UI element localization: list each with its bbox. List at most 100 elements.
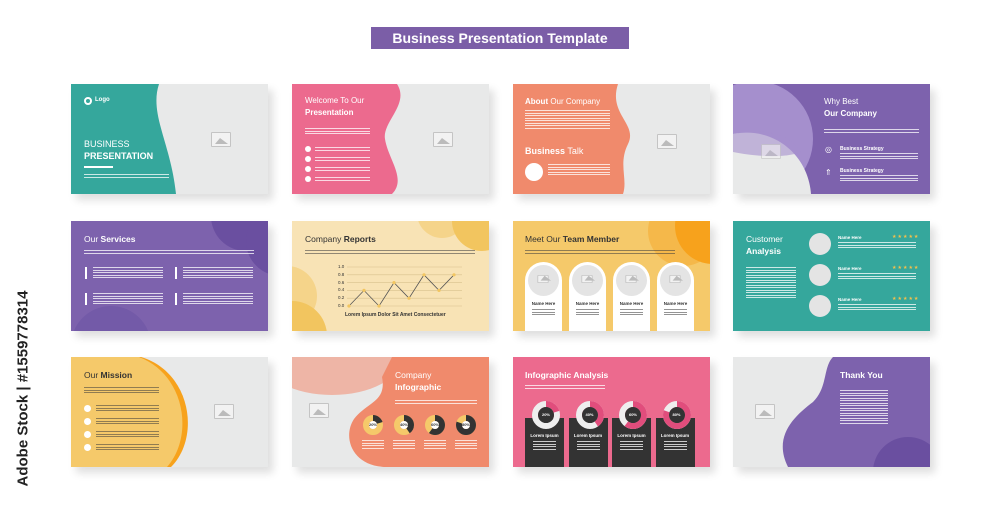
watermark-side-text: Adobe Stock | #1559778314 bbox=[14, 290, 32, 487]
series-line bbox=[348, 274, 455, 307]
body-text bbox=[548, 164, 610, 177]
why-title-1: Why Best bbox=[824, 97, 859, 106]
slide-cover[interactable]: Logo BUSINESS PRESENTATION bbox=[71, 84, 268, 194]
member-name: Name Here bbox=[663, 301, 688, 306]
slide-services[interactable]: Our Services bbox=[71, 221, 268, 331]
cover-title-1: BUSINESS bbox=[84, 139, 130, 149]
check-icon bbox=[84, 405, 91, 412]
y-tick-label: 0.2 bbox=[338, 295, 345, 301]
slide-team[interactable]: Meet Our Team Member Name Here Name Here N… bbox=[513, 221, 710, 331]
infographic-title-1: Company bbox=[395, 370, 432, 380]
customer-title-2: Analysis bbox=[746, 246, 781, 256]
customer-row: Name Here ★★★★★ bbox=[809, 233, 924, 257]
card-heading: Lorem Ipsum bbox=[530, 433, 559, 438]
team-member-card[interactable]: Name Here bbox=[525, 262, 562, 331]
analysis-title: Infographic Analysis bbox=[525, 370, 609, 380]
bullet-icon bbox=[305, 156, 311, 162]
body-text bbox=[525, 250, 675, 255]
image-placeholder-icon bbox=[309, 403, 329, 418]
donut-chart bbox=[662, 401, 691, 429]
card-heading: Lorem Ipsum bbox=[617, 433, 646, 438]
data-point bbox=[377, 304, 381, 308]
logo-icon bbox=[84, 97, 92, 105]
customer-name: Name Here bbox=[838, 297, 862, 302]
body-text bbox=[525, 110, 610, 130]
body-text bbox=[305, 128, 370, 136]
donut-chart bbox=[619, 401, 647, 429]
donut-segment bbox=[456, 415, 476, 435]
slide-analysis[interactable]: Infographic Analysis Lorem Ipsum 20% Lorem… bbox=[513, 357, 710, 467]
rocket-icon: ⇑ bbox=[825, 168, 832, 177]
member-name: Name Here bbox=[531, 301, 556, 306]
donut-label: 40% bbox=[585, 412, 594, 417]
slide-mission[interactable]: Our Mission bbox=[71, 357, 268, 467]
body-text bbox=[305, 250, 475, 255]
body-text bbox=[395, 400, 477, 405]
edit-icon bbox=[525, 163, 543, 181]
y-tick-label: 0.6 bbox=[338, 279, 345, 285]
team-member-card[interactable]: Name Here bbox=[657, 262, 694, 331]
card-heading: Lorem Ipsum bbox=[660, 433, 690, 438]
body-text bbox=[525, 385, 605, 390]
data-point bbox=[452, 273, 456, 277]
y-tick-label: 0.0 bbox=[338, 303, 345, 308]
customer-row: Name Here ★★★★★ bbox=[809, 264, 924, 288]
member-name: Name Here bbox=[619, 301, 644, 306]
donut-segment bbox=[425, 415, 445, 435]
business-talk-title: Business Talk bbox=[525, 146, 584, 156]
item-title: Business Strategy bbox=[840, 168, 884, 174]
image-placeholder-icon bbox=[214, 404, 234, 419]
donut-label: 40% bbox=[399, 422, 408, 427]
body-text bbox=[84, 174, 169, 179]
body-text bbox=[840, 390, 888, 425]
body-text bbox=[746, 267, 796, 300]
donut-label: 60% bbox=[430, 422, 439, 427]
slide-welcome[interactable]: Welcome To Our Presentation bbox=[292, 84, 489, 194]
donut-segment bbox=[662, 401, 691, 429]
customer-name: Name Here bbox=[838, 266, 862, 271]
item-title: Business Strategy bbox=[840, 146, 884, 152]
donut-chart bbox=[532, 401, 560, 429]
line-chart bbox=[347, 266, 462, 308]
member-name: Name Here bbox=[575, 301, 600, 306]
team-title: Meet Our Team Member bbox=[525, 234, 620, 244]
avatar bbox=[809, 295, 831, 317]
slide-reports[interactable]: Company Reports 1.0 0.8 0.6 0.4 0.2 0.0 Lorem… bbox=[292, 221, 489, 331]
data-point bbox=[437, 288, 441, 292]
slide-about[interactable]: About Our Company Business Talk bbox=[513, 84, 710, 194]
data-point bbox=[362, 288, 366, 292]
logo-text: Logo bbox=[95, 97, 110, 103]
slide-thanks[interactable]: Thank You bbox=[733, 357, 930, 467]
page-title: Business Presentation Template bbox=[371, 27, 629, 49]
y-tick-label: 0.4 bbox=[338, 287, 345, 293]
y-tick-label: 0.8 bbox=[338, 271, 345, 277]
donut-label: 20% bbox=[368, 422, 377, 427]
team-member-card[interactable]: Name Here bbox=[613, 262, 650, 331]
body-text bbox=[84, 387, 159, 395]
body-text bbox=[824, 129, 919, 134]
divider bbox=[84, 166, 113, 168]
card-heading: Lorem Ipsum bbox=[573, 433, 603, 438]
image-placeholder-icon bbox=[669, 275, 683, 283]
slide-why[interactable]: Why Best Our Company ◎ Business Strategy… bbox=[733, 84, 930, 194]
customer-name: Name Here bbox=[838, 235, 862, 240]
mission-title: Our Mission bbox=[84, 370, 133, 380]
team-member-card[interactable]: Name Here bbox=[569, 262, 606, 331]
customer-title-1: Customer bbox=[746, 234, 783, 244]
data-point bbox=[407, 296, 411, 300]
slide-customer[interactable]: Customer Analysis Name Here ★★★★★ Name Her… bbox=[733, 221, 930, 331]
body-text bbox=[84, 250, 254, 255]
donut-segment bbox=[619, 401, 647, 429]
reports-title: Company Reports bbox=[305, 234, 376, 244]
bullet-icon bbox=[305, 166, 311, 172]
image-placeholder-icon bbox=[211, 132, 231, 147]
check-icon bbox=[84, 418, 91, 425]
donut-segment bbox=[363, 415, 383, 435]
donut-segment bbox=[575, 401, 604, 429]
image-placeholder-icon bbox=[755, 404, 775, 419]
donut-chart bbox=[363, 415, 383, 435]
donut-label: 80% bbox=[672, 412, 681, 417]
slide-infographic[interactable]: Company Infographic 20% 40% 60% 80% bbox=[292, 357, 489, 467]
why-title-2: Our Company bbox=[824, 109, 877, 118]
bullet-icon bbox=[305, 176, 311, 182]
